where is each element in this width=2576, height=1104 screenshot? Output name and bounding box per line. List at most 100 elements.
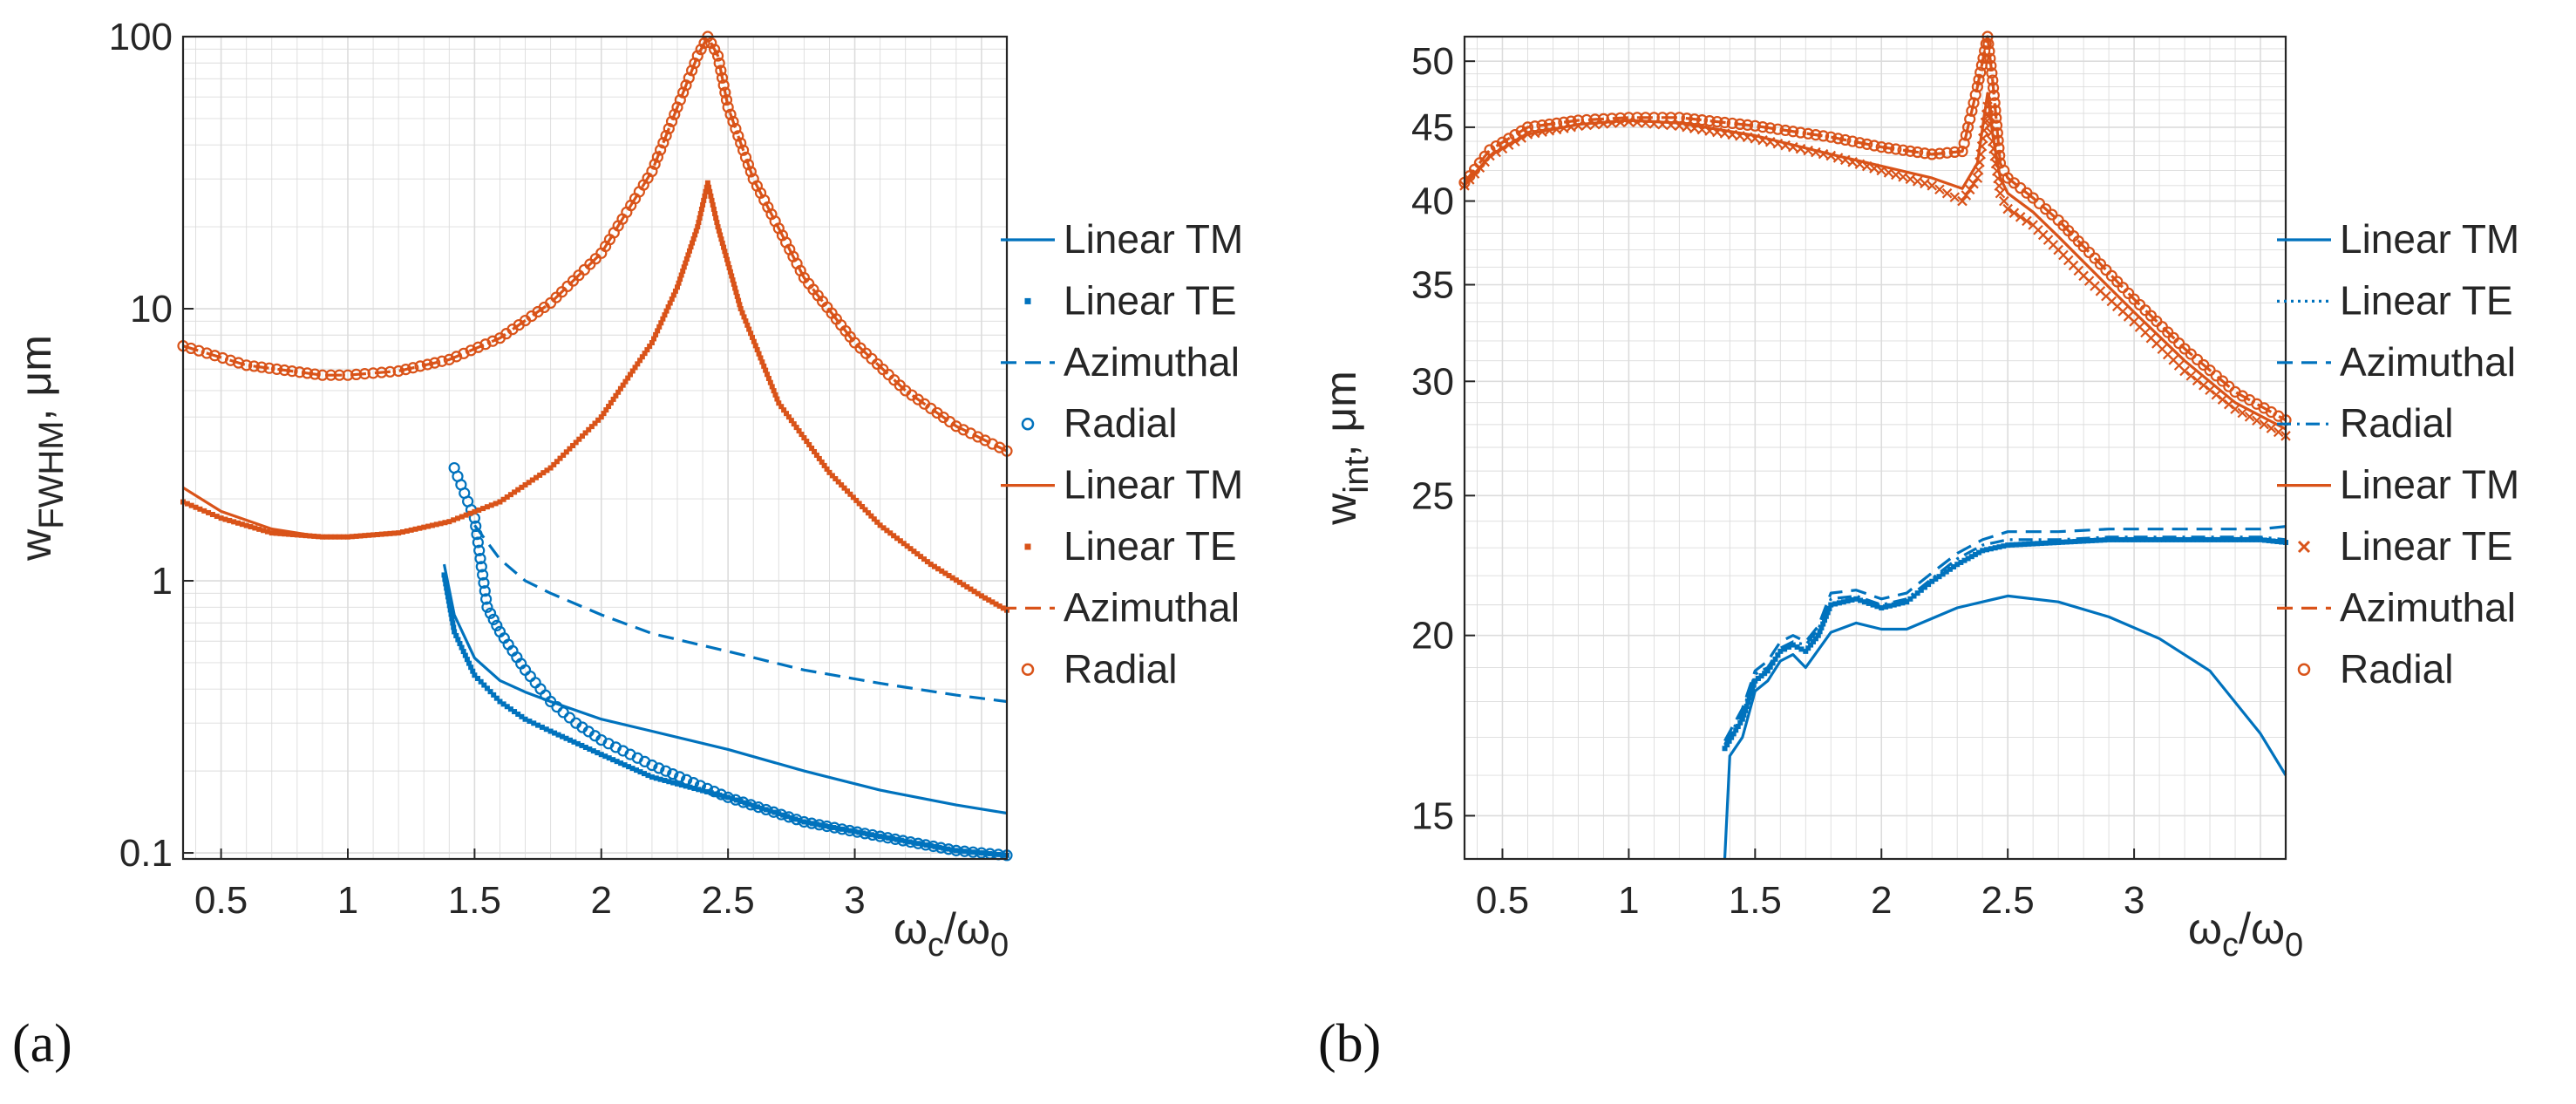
chart-b-series-orange-radial-point [1648,112,1660,124]
chart-a-series-orange-linear-te-point [642,351,648,357]
chart-b-legend-item-label: Linear TE [2340,523,2513,569]
chart-b-series-blue-linear-te-point [1810,638,1816,644]
chart-a-series-orange-linear-te-point [707,188,713,194]
chart-a-series-orange-linear-te-point [765,371,771,378]
chart-b-series-orange-linear-te-point [2273,426,2284,438]
chart-a-series-orange-linear-te-point [812,448,818,454]
chart-a-legend-item-label: Linear TM [1064,462,1243,508]
chart-b-series-blue-linear-te-point [1992,545,1998,551]
chart-a-series-orange-linear-te-point [261,528,267,534]
chart-a-series-blue-radial-point [474,552,486,565]
chart-a-series-orange-radial-point [325,369,337,381]
chart-b-series-blue-linear-te-point [1866,600,1872,606]
chart-b-series-blue-linear-te-point [2182,536,2188,542]
chart-a-series-orange-linear-te-point [778,404,785,410]
chart-a-series-orange-linear-te-point [586,426,592,433]
chart-a-xtick-label: 2 [591,879,612,922]
chart-a-plot-area [183,37,1007,859]
chart-a-series-blue-radial-point [674,771,686,783]
chart-a-series-orange-linear-te-point [712,210,718,216]
chart-a-series-orange-linear-te-point [727,269,733,275]
chart-b-series-orange-radial-point [1802,127,1814,140]
chart-b-series-blue-linear-te-point [1895,601,1901,607]
chart-a-legend-item-label: Linear TE [1064,523,1237,569]
chart-a-series-orange-linear-te-point [547,465,554,471]
chart-a-series-blue-radial-point [975,847,988,859]
chart-a-series-blue-radial-point [730,794,742,806]
chart-b-series-orange-linear-te-point [1949,192,1961,202]
chart-a-series-orange-linear-te-point [603,407,609,413]
chart-a-series-orange-linear-te-point [856,501,862,507]
chart-a-series-orange-radial-point [732,130,744,142]
chart-b-series-blue-linear-te-point [1996,544,2002,550]
chart-b-series-orange-linear-te-point [2185,371,2197,381]
chart-a-series-blue-linear-te-point [733,797,739,803]
chart-a-series-blue-linear-te-point [531,720,537,726]
chart-a-series-blue-linear-te-point [449,616,455,622]
chart-b-series-blue-linear-te-point [2009,542,2015,548]
chart-b-series-blue-linear-te-point [1803,648,1809,654]
chart-b-legend-item-label: Linear TM [2340,216,2519,262]
chart-b-series-orange-radial-point [1948,146,1961,159]
chart-a-series-orange-linear-te-point [971,589,977,595]
chart-a-series-orange-radial-point [367,367,379,379]
chart-a-series-orange-linear-te-point [336,534,343,540]
chart-a-series-blue-radial-point [475,561,487,573]
chart-b-series-blue-linear-te-point [1798,646,1805,652]
chart-b-xtick-label: 2 [1871,879,1892,922]
chart-a-series-orange-linear-te-point [776,400,782,406]
chart-a-series-orange-radial-point [278,364,290,377]
chart-a-series-orange-linear-te-point [660,316,666,322]
chart-a-series-orange-linear-te-point [206,509,212,515]
chart-a-series-orange-linear-te-point [579,433,585,440]
chart-a-series-orange-radial-point [407,362,419,374]
chart-a-series-orange-radial-point [309,368,321,380]
chart-b-series-orange-radial-point [1990,119,2003,132]
chart-b-ytick-label: 30 [1411,360,1454,403]
chart-b-series-orange-radial-point [1985,59,1997,72]
chart-b-series-blue-linear-te-point [1758,673,1764,679]
chart-b-series-orange-linear-te-point [1920,178,1930,189]
chart-a-xtick-label: 2.5 [702,879,755,922]
chart-a-legend-item-marker [1021,417,1035,431]
chart-a-series-orange-linear-te-point [901,541,907,547]
chart-a-series-orange-linear-te-point [690,240,696,246]
chart-b-series-blue-linear-te-point [1943,569,1949,575]
chart-b-series-orange-radial-point [1622,112,1635,124]
chart-a-series-orange-linear-te-point [884,528,890,534]
chart-a-series-blue-linear-te-point [670,780,676,786]
chart-a-series-orange-linear-te-point [942,570,948,576]
chart-a-series-orange-linear-te-point [751,338,757,344]
chart-a-series-orange-linear-te-point [264,528,270,535]
chart-a-series-orange-linear-te-point [451,517,457,523]
chart-a-series-orange-linear-te-point [693,228,699,234]
chart-a-series-orange-linear-te-point [713,215,719,221]
chart-b-series-blue-linear-te-point [1904,599,1910,605]
chart-a-series-blue-linear-te-point [780,812,786,818]
chart-a-series-orange-radial-point [705,37,717,49]
chart-b-series-orange-linear-te-point [1840,154,1851,166]
chart-b-series-orange-linear-te-point [1876,165,1887,176]
chart-b-series-orange-radial-point [2046,208,2058,221]
chart-a-series-orange-linear-te-point [829,473,835,479]
chart-a-series-orange-linear-te-point [391,530,398,536]
chart-a-series-blue-radial-point [470,520,482,533]
chart-a-series-blue-linear-te-point [712,791,718,797]
chart-a-series-orange-linear-te-point [701,197,707,203]
chart-a-series-blue-linear-te-point [622,762,628,768]
chart-a-series-orange-linear-te-point [663,308,669,314]
chart-b-series-blue-linear-te-point [2081,538,2087,544]
chart-b-series-orange-radial-point [1977,52,1989,65]
chart-b-series-orange-azimuthal [1463,35,2287,422]
chart-a-series-blue-linear-te-point [446,603,452,609]
chart-a-series-orange-linear-te-point [620,382,626,388]
chart-b-legend-item-marker [2297,540,2311,554]
chart-a-series-orange-linear-te-point [601,411,607,417]
chart-a-series-orange-linear-te-point [252,525,258,531]
chart-b-series-orange-radial-point [1742,119,1754,131]
chart-b-series-orange-radial [1458,31,2292,426]
chart-a-series-blue-linear-te-point [637,769,643,775]
chart-b-series-blue-linear-te-point [1879,605,1885,611]
chart-a-series-orange-linear-te-point [744,322,751,328]
chart-b-series-orange-linear-te-point [1818,148,1829,160]
